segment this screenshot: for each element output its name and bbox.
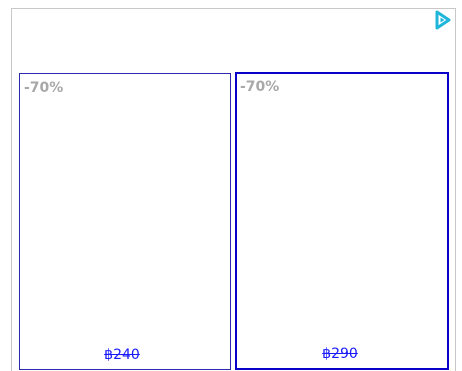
- discount-badge: -70%: [24, 80, 64, 96]
- original-price: ฿290: [322, 346, 358, 362]
- adchoices-icon[interactable]: [431, 9, 453, 31]
- product-card-1[interactable]: -70% ฿240: [19, 73, 231, 370]
- product-card-2[interactable]: -70% ฿290: [235, 72, 449, 370]
- price-strip: ฿290: [237, 338, 447, 368]
- original-price: ฿240: [104, 347, 140, 363]
- discount-badge: -70%: [240, 79, 280, 95]
- price-strip: ฿240: [20, 339, 230, 369]
